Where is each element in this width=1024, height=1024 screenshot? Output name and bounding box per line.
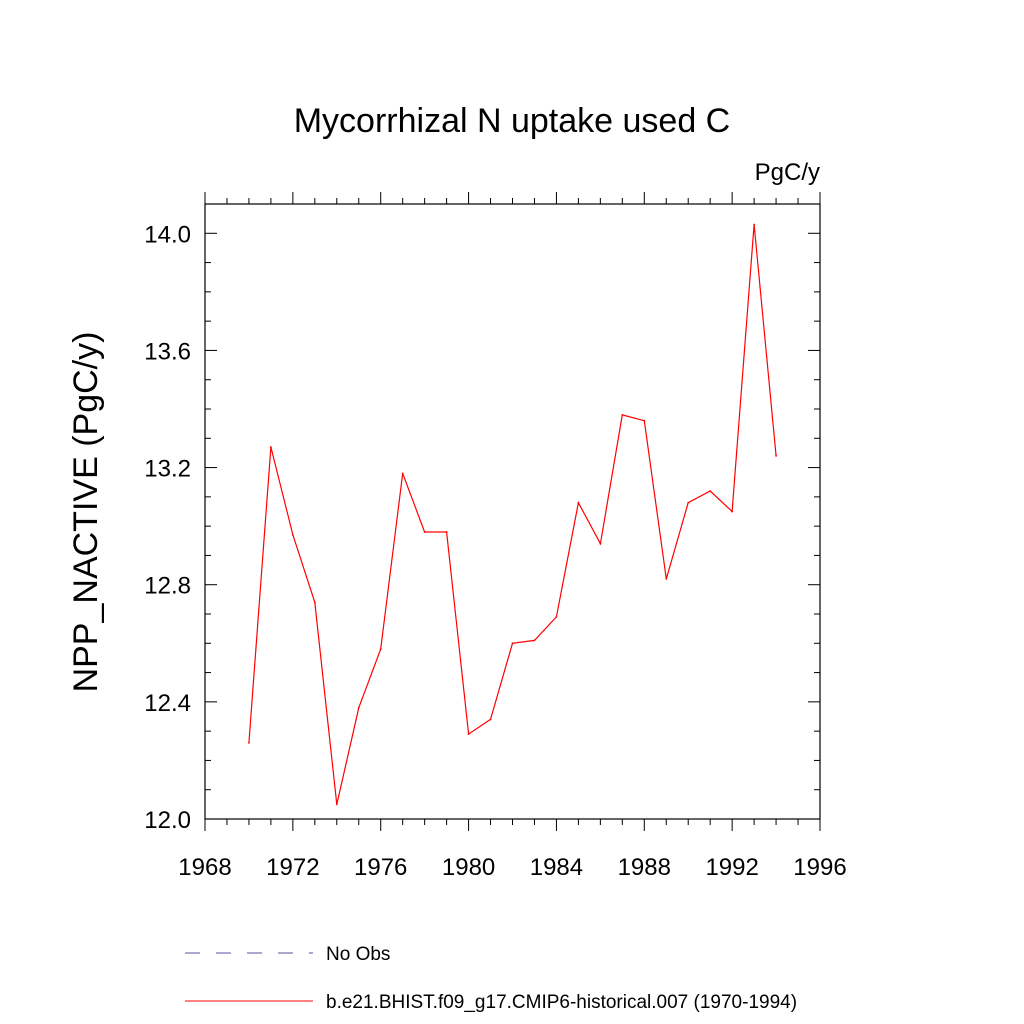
data-point xyxy=(621,413,624,416)
y-tick-label: 12.4 xyxy=(144,690,191,717)
data-point xyxy=(775,454,777,457)
data-point xyxy=(489,718,492,721)
axis-ticks xyxy=(204,192,821,831)
data-point xyxy=(401,472,404,475)
data-point xyxy=(687,501,690,504)
data-point xyxy=(665,577,668,580)
data-point xyxy=(577,501,580,504)
legend: No Obs b.e21.BHIST.f09_g17.CMIP6-historic… xyxy=(185,944,797,1013)
data-point xyxy=(313,601,316,604)
x-tick-label: 1976 xyxy=(354,854,407,881)
data-point xyxy=(335,803,338,806)
legend-label: No Obs xyxy=(326,944,390,965)
data-point xyxy=(643,419,646,422)
x-tick-label: 1988 xyxy=(618,854,671,881)
y-tick-label: 12.0 xyxy=(144,807,191,834)
x-tick-label: 1984 xyxy=(530,854,583,881)
data-point xyxy=(269,446,272,448)
x-tick-label: 1992 xyxy=(705,854,758,881)
data-point xyxy=(709,490,712,492)
plot-frame xyxy=(204,203,821,820)
data-point xyxy=(379,648,382,651)
legend-label: b.e21.BHIST.f09_g17.CMIP6-historical.007… xyxy=(326,992,797,1013)
data-point xyxy=(248,741,250,744)
y-tick-label: 13.6 xyxy=(144,338,191,365)
y-tick-label: 13.2 xyxy=(144,456,191,483)
x-tick-label: 1996 xyxy=(793,854,846,881)
y-tick-label: 12.8 xyxy=(144,573,191,600)
x-tick-label: 1972 xyxy=(266,854,319,881)
data-point xyxy=(423,531,426,533)
data-point xyxy=(555,616,558,618)
x-tick-label: 1980 xyxy=(442,854,495,881)
data-point xyxy=(291,534,294,536)
units-label: PgC/y xyxy=(755,159,820,186)
x-tick-label: 1968 xyxy=(178,854,231,881)
data-point xyxy=(731,510,734,513)
data-point xyxy=(445,531,448,533)
y-tick-label: 14.0 xyxy=(144,221,191,248)
chart-title: Mycorrhizal N uptake used C xyxy=(294,102,731,140)
data-point xyxy=(533,639,536,642)
y-axis-label: NPP_NACTIVE (PgC/y) xyxy=(67,332,105,693)
data-point xyxy=(753,223,756,226)
data-point xyxy=(467,733,470,735)
axis-tick-labels: 1968 1972 1976 1980 1984 1988 1992 1996 12.0 12.4… xyxy=(144,221,846,881)
data-point xyxy=(357,706,360,709)
data-point xyxy=(599,542,602,545)
series-line xyxy=(248,224,777,805)
series-layer xyxy=(248,223,777,806)
data-point xyxy=(511,642,514,645)
